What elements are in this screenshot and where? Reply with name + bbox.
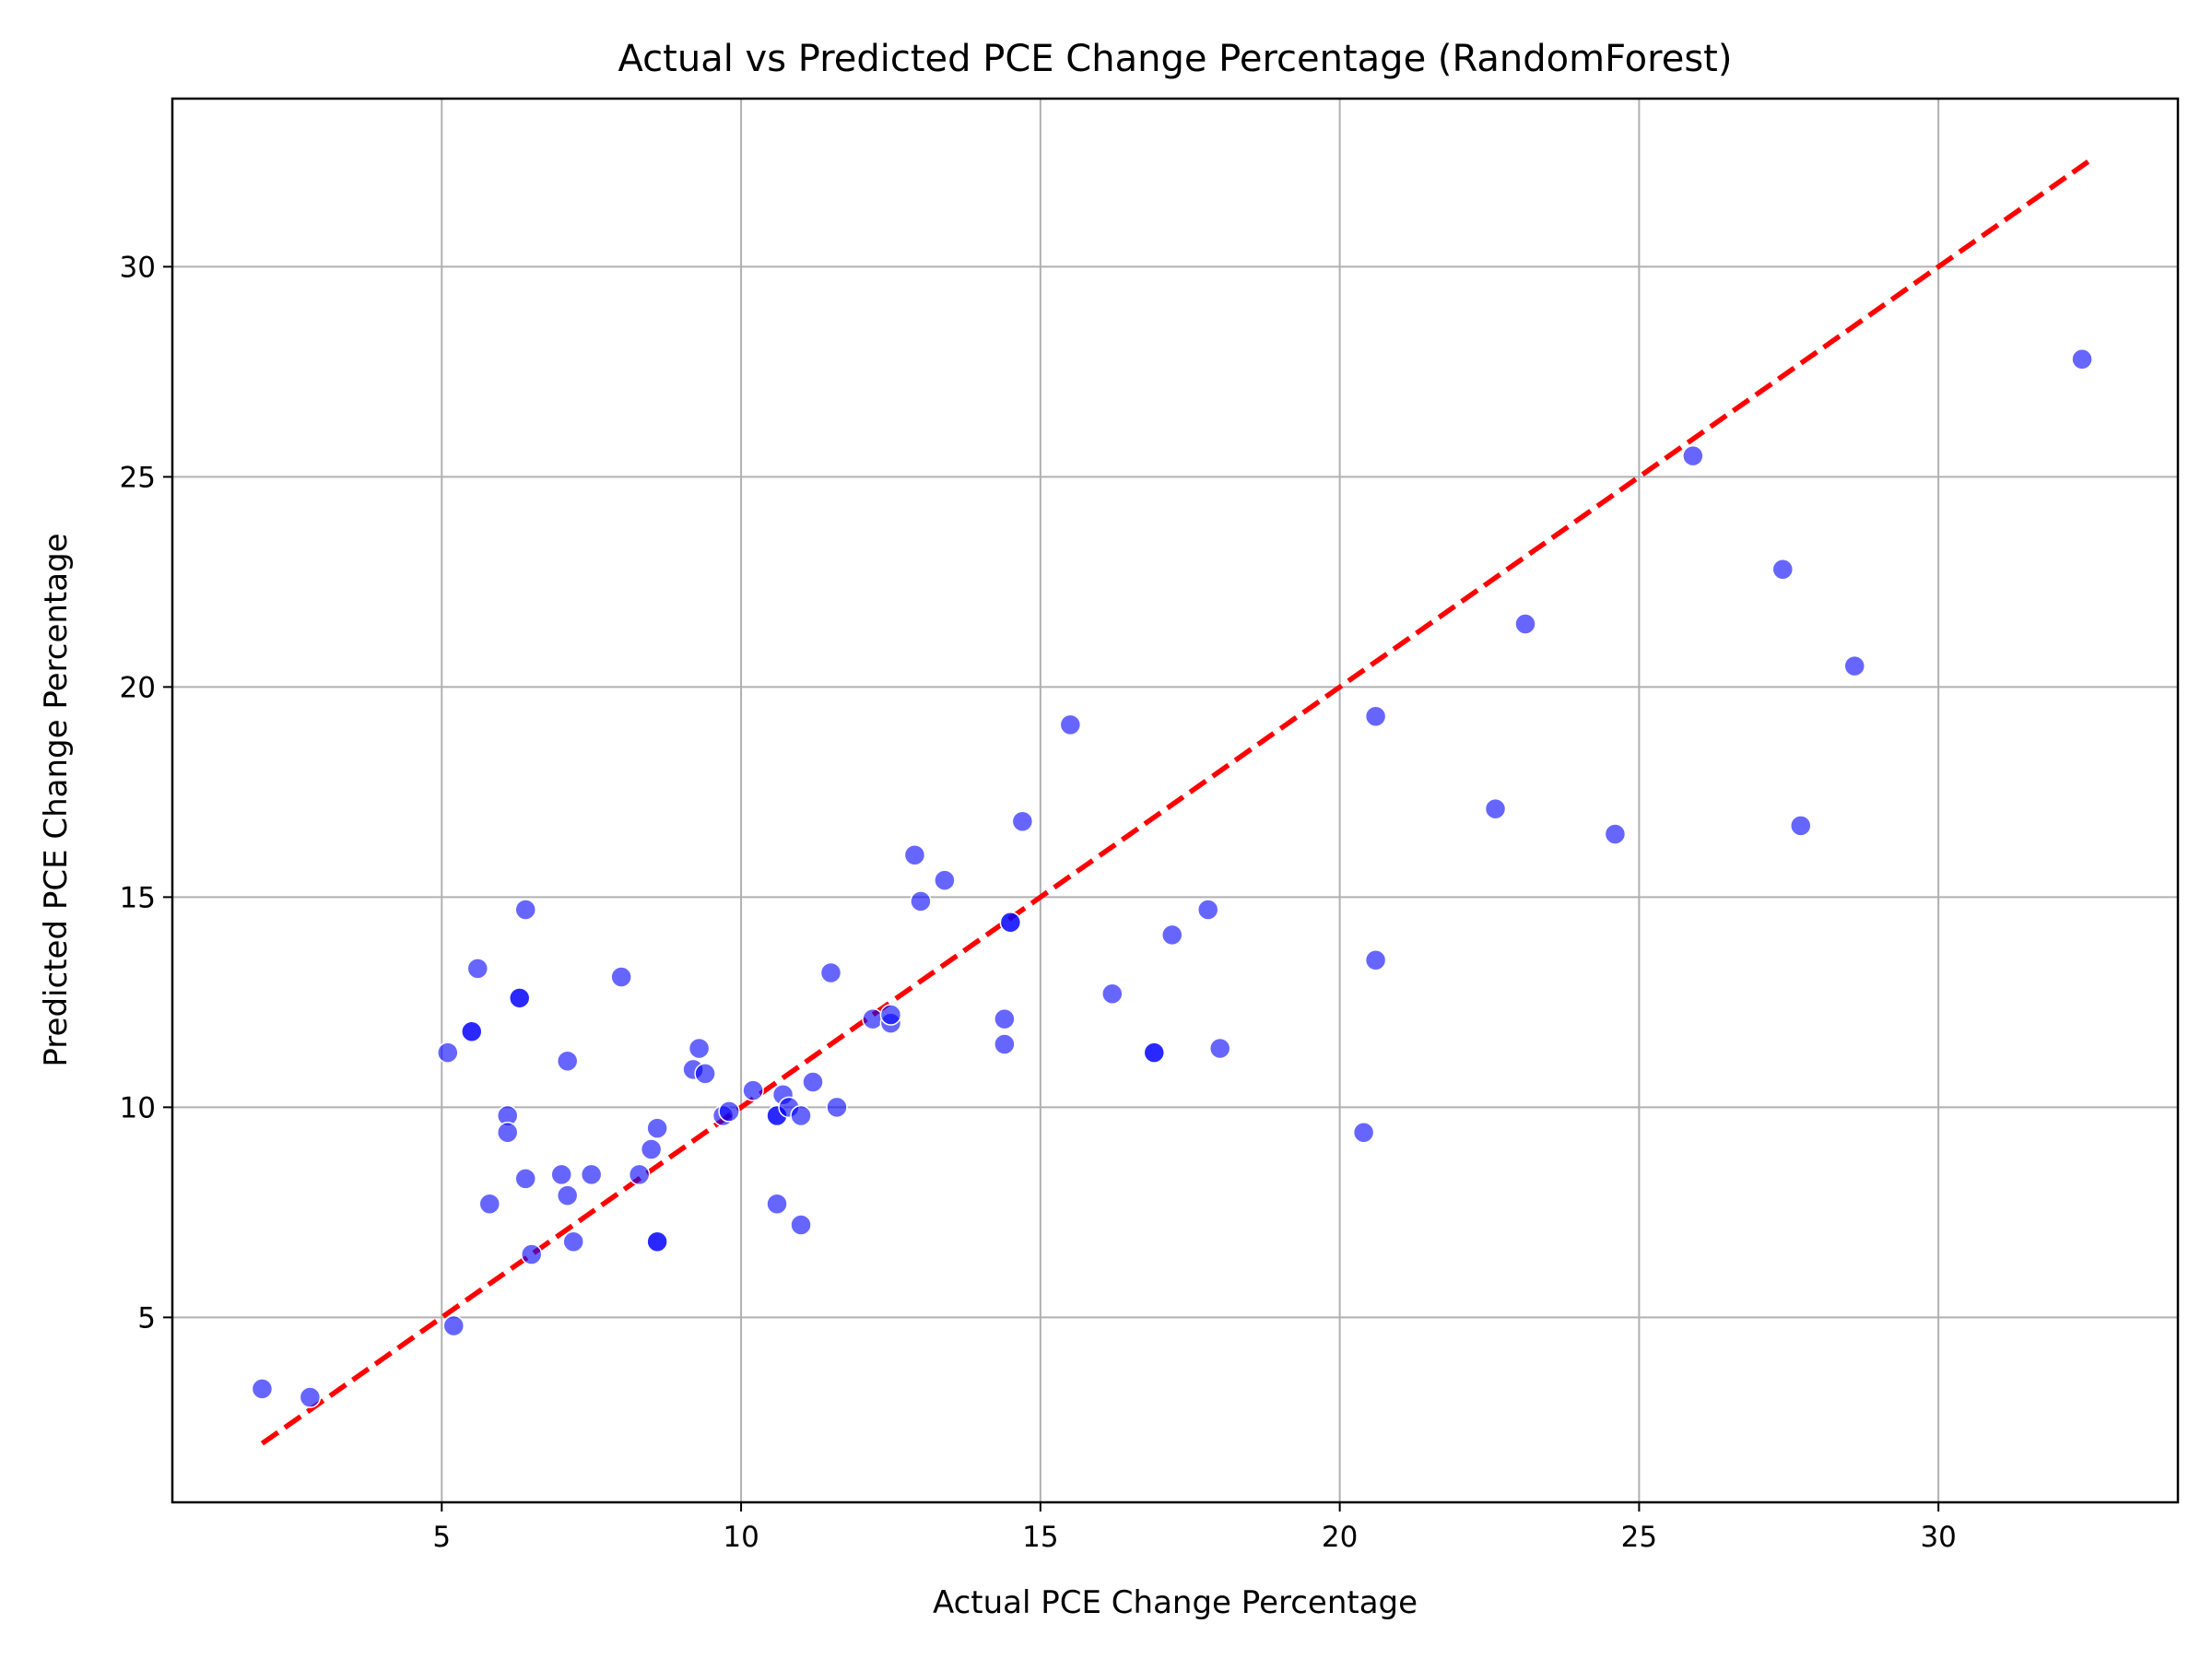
data-point <box>628 1163 651 1186</box>
data-point <box>461 1020 483 1043</box>
data-point <box>646 1117 668 1139</box>
reference-line-group <box>260 159 2090 1446</box>
data-point <box>718 1100 740 1123</box>
x-tick-label: 5 <box>432 1521 451 1554</box>
data-point <box>556 1050 579 1072</box>
chart-title: Actual vs Predicted PCE Change Percentag… <box>618 38 1733 80</box>
data-point <box>819 961 842 984</box>
data-point <box>1161 924 1183 947</box>
y-tick-label: 30 <box>120 251 156 284</box>
data-point <box>999 911 1022 934</box>
data-point <box>442 1314 465 1337</box>
x-tick-label: 10 <box>723 1521 759 1554</box>
plot-frame <box>171 97 2180 1504</box>
data-point <box>478 1193 501 1215</box>
data-point <box>1101 982 1124 1006</box>
data-point <box>742 1079 764 1101</box>
data-point <box>694 1063 716 1085</box>
data-point <box>1011 810 1034 833</box>
data-point <box>862 1007 884 1030</box>
data-point <box>299 1386 322 1408</box>
data-point <box>1364 949 1387 971</box>
data-point <box>646 1230 668 1253</box>
x-axis-ticks: 5 10 15 20 25 30 <box>432 1502 1957 1554</box>
data-point <box>802 1071 824 1093</box>
grid-lines <box>172 99 2178 1502</box>
x-tick-label: 25 <box>1621 1521 1657 1554</box>
data-point <box>251 1378 274 1400</box>
data-point <box>580 1163 603 1186</box>
data-point <box>1604 823 1627 845</box>
data-point <box>790 1104 812 1127</box>
data-point <box>826 1096 848 1119</box>
data-point <box>514 1168 536 1190</box>
data-point <box>1208 1037 1231 1060</box>
ideal-fit-line <box>260 159 2090 1446</box>
data-point <box>466 958 489 980</box>
data-point <box>2071 347 2093 371</box>
data-point <box>1790 815 1812 837</box>
data-point <box>934 869 956 891</box>
x-tick-label: 15 <box>1022 1521 1058 1554</box>
data-point <box>688 1037 711 1060</box>
x-tick-label: 20 <box>1322 1521 1358 1554</box>
data-point <box>1682 444 1704 467</box>
data-point <box>994 1007 1016 1030</box>
data-point <box>910 890 932 912</box>
data-point <box>879 1004 902 1026</box>
data-point <box>1514 613 1536 635</box>
data-point <box>994 1033 1016 1055</box>
data-point <box>1196 899 1219 921</box>
x-axis-label: Actual PCE Change Percentage <box>933 1584 1418 1621</box>
data-point <box>496 1121 519 1144</box>
y-axis-ticks: 5 10 15 20 25 30 <box>120 251 172 1335</box>
data-point <box>508 987 531 1009</box>
y-tick-label: 15 <box>120 881 156 914</box>
data-point <box>1352 1121 1375 1144</box>
data-point <box>1143 1041 1166 1064</box>
data-point <box>1059 713 1082 736</box>
data-point <box>640 1138 663 1160</box>
data-point <box>766 1193 788 1215</box>
data-point <box>903 844 926 866</box>
y-axis-label: Predicted PCE Change Percentage <box>38 533 75 1066</box>
y-tick-label: 25 <box>120 461 156 494</box>
data-points <box>251 347 2093 1408</box>
data-point <box>437 1041 459 1064</box>
data-point <box>520 1243 543 1265</box>
data-point <box>1771 558 1794 581</box>
data-point <box>562 1230 584 1253</box>
data-point <box>610 966 632 988</box>
data-point <box>556 1184 579 1206</box>
data-point <box>1843 654 1865 677</box>
y-tick-label: 10 <box>120 1091 156 1124</box>
data-point <box>790 1214 812 1236</box>
data-point <box>1364 705 1387 728</box>
x-tick-label: 30 <box>1920 1521 1956 1554</box>
data-point <box>514 899 536 921</box>
y-tick-label: 5 <box>137 1301 156 1335</box>
data-point <box>1484 797 1507 820</box>
y-tick-label: 20 <box>120 671 156 704</box>
data-point <box>550 1163 572 1186</box>
